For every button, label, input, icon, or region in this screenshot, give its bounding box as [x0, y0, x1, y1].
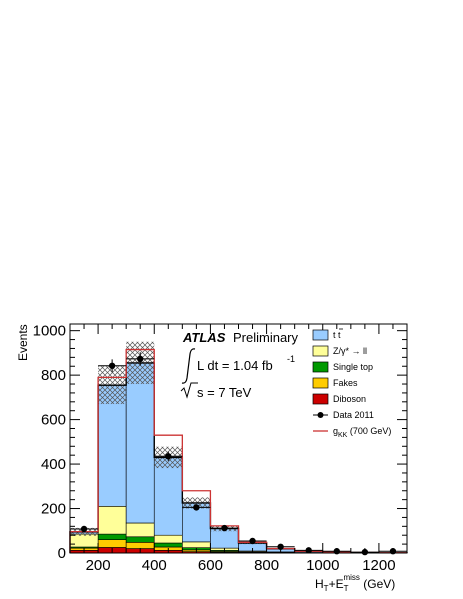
plot-area — [69, 341, 408, 556]
ttbar-bar — [153, 457, 183, 536]
legend-label-fakes: Fakes — [333, 378, 358, 388]
singletop-bar — [125, 536, 155, 543]
fakes-bar — [125, 542, 155, 549]
luminosity-exponent: -1 — [287, 354, 295, 364]
x-tick-label: 200 — [86, 557, 111, 574]
ttbar-bar — [125, 362, 155, 524]
status-label: Preliminary — [233, 330, 299, 345]
y-tick-label: 1000 — [33, 323, 66, 340]
zgamma-bar — [69, 533, 99, 548]
legend-label-signal: gKK (700 GeV) — [333, 426, 391, 439]
y-tick-label: 800 — [41, 367, 66, 384]
experiment-label: ATLAS — [182, 330, 226, 345]
sqrt-icon — [180, 382, 198, 399]
legend-label-zgamma: Z/γ* → ll — [333, 346, 367, 356]
legend-swatch-singletop — [312, 361, 329, 373]
axes: 200 400 600 800 1000 1200 0 200 400 600 800 1000 — [33, 323, 408, 574]
legend-label-singletop: Single top — [333, 362, 373, 372]
legend-label-ttbar: t t — [333, 330, 341, 340]
fakes-bar — [97, 539, 127, 548]
x-tick-label: 1000 — [306, 557, 339, 574]
luminosity-text: L dt = 1.04 fb — [197, 358, 273, 373]
data-point — [193, 504, 200, 511]
legend: t t Z/γ* → ll Single top Fakes Diboson Data 2… — [312, 328, 391, 439]
data-point — [108, 362, 116, 369]
luminosity-label: L dt = 1.04 fb -1 — [197, 354, 295, 373]
x-axis-title: HT+ETmiss (GeV) — [315, 573, 395, 593]
x-axis-title-main: HT+ETmiss (GeV) — [315, 573, 395, 593]
atlas-label: ATLAS Preliminary — [182, 330, 299, 345]
legend-swatch-fakes — [312, 377, 329, 389]
x-tick-label: 600 — [198, 557, 223, 574]
y-tick-label: 200 — [41, 501, 66, 518]
y-tick-label: 600 — [41, 412, 66, 429]
zgamma-bar — [97, 506, 127, 535]
y-axis-title: Events — [16, 324, 30, 361]
x-tick-label: 800 — [254, 557, 279, 574]
zgamma-bar — [182, 541, 211, 548]
energy-label: s = 7 TeV — [197, 385, 252, 400]
legend-label-data: Data 2011 — [333, 410, 374, 420]
y-tick-label: 0 — [58, 545, 66, 562]
integral-icon — [181, 348, 196, 384]
data-point — [80, 525, 88, 533]
data-point — [221, 524, 228, 532]
data-point — [137, 355, 144, 363]
zgamma-bar — [153, 534, 183, 544]
x-tick-label: 400 — [142, 557, 167, 574]
legend-label-diboson: Diboson — [333, 394, 366, 404]
legend-marker-data — [317, 412, 324, 418]
data-point — [249, 537, 256, 545]
legend-swatch-diboson — [312, 393, 329, 405]
legend-swatch-ttbar — [312, 329, 329, 341]
legend-swatch-zgamma — [312, 345, 329, 357]
zgamma-bar — [125, 522, 155, 538]
x-tick-label: 1200 — [362, 557, 395, 574]
data-point — [277, 543, 284, 550]
data-point — [165, 453, 172, 460]
y-tick-label: 400 — [41, 456, 66, 473]
singletop-bar — [97, 533, 127, 540]
ttbar-bar — [210, 528, 239, 549]
singletop-bar — [153, 542, 183, 548]
